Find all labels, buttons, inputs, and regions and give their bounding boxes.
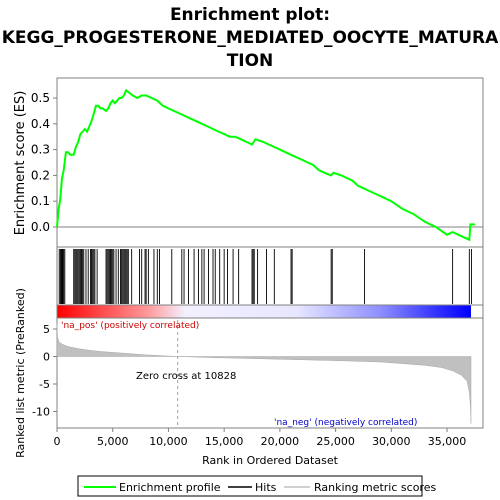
legend-metric-label: Ranking metric scores bbox=[314, 481, 436, 494]
ranked-list-color-band bbox=[56, 304, 484, 319]
es-y-tick-label: 0.4 bbox=[31, 117, 50, 131]
ranking-metric-area bbox=[56, 323, 472, 424]
legend-hits-label: Hits bbox=[255, 481, 277, 494]
enrichment-profile-line bbox=[56, 88, 475, 242]
es-y-axis-label: Enrichment score (ES) bbox=[13, 91, 28, 236]
metric-y-tick-label: 5 bbox=[43, 323, 50, 336]
chart-title-line-2: KEGG_PROGESTERONE_MEDIATED_OOCYTE_MATURA bbox=[1, 28, 499, 48]
x-tick-label: 30,000 bbox=[372, 435, 411, 448]
metric-x-axis: 0 5,000 10,000 15,000 20,000 25,000 30,000 35,0… bbox=[54, 428, 467, 448]
es-y-tick-label: 0.0 bbox=[31, 220, 50, 234]
metric-panel: Zero cross at 10828 'na_pos' (positively… bbox=[14, 288, 484, 467]
x-tick-label: 10,000 bbox=[149, 435, 188, 448]
x-tick-label: 0 bbox=[54, 435, 61, 448]
es-y-tick-label: 0.2 bbox=[31, 168, 50, 182]
x-tick-label: 5,000 bbox=[97, 435, 129, 448]
es-y-axis: 0.0 0.1 0.2 0.3 0.4 0.5 bbox=[31, 91, 57, 234]
color-band-rect bbox=[57, 305, 471, 318]
x-tick-label: 20,000 bbox=[261, 435, 300, 448]
legend-enrichment-label: Enrichment profile bbox=[119, 481, 221, 494]
hit-lines bbox=[58, 249, 473, 304]
es-y-tick-label: 0.5 bbox=[31, 91, 50, 105]
legend-frame bbox=[77, 475, 423, 497]
metric-y-axis-label: Ranked list metric (PreRanked) bbox=[14, 288, 27, 458]
metric-y-tick-label: 0 bbox=[43, 351, 50, 364]
es-y-tick-label: 0.3 bbox=[31, 143, 50, 157]
legend: Enrichment profile Hits Ranking metric s… bbox=[77, 475, 436, 497]
es-y-tick-label: 0.1 bbox=[31, 194, 50, 208]
metric-y-tick-label: -5 bbox=[39, 378, 50, 391]
hits-panel bbox=[56, 246, 484, 306]
es-panel: 0.0 0.1 0.2 0.3 0.4 0.5 Enrichment score (ES) bbox=[13, 77, 484, 248]
x-tick-label: 35,000 bbox=[428, 435, 467, 448]
metric-y-axis: 5 0 -5 -10 bbox=[32, 323, 57, 419]
x-axis-label: Rank in Ordered Dataset bbox=[202, 454, 339, 467]
metric-plot-frame bbox=[56, 317, 484, 429]
neg-correlated-label: 'na_neg' (negatively correlated) bbox=[274, 418, 417, 428]
metric-y-tick-label: -10 bbox=[32, 406, 50, 419]
pos-correlated-label: 'na_pos' (positively correlated) bbox=[61, 321, 199, 331]
x-tick-label: 15,000 bbox=[205, 435, 244, 448]
chart-title-line-3: TION bbox=[226, 51, 274, 71]
chart-title-line-1: Enrichment plot: bbox=[169, 5, 331, 25]
x-tick-label: 25,000 bbox=[316, 435, 355, 448]
zero-cross-label: Zero cross at 10828 bbox=[136, 371, 236, 382]
es-plot-frame bbox=[56, 77, 484, 248]
